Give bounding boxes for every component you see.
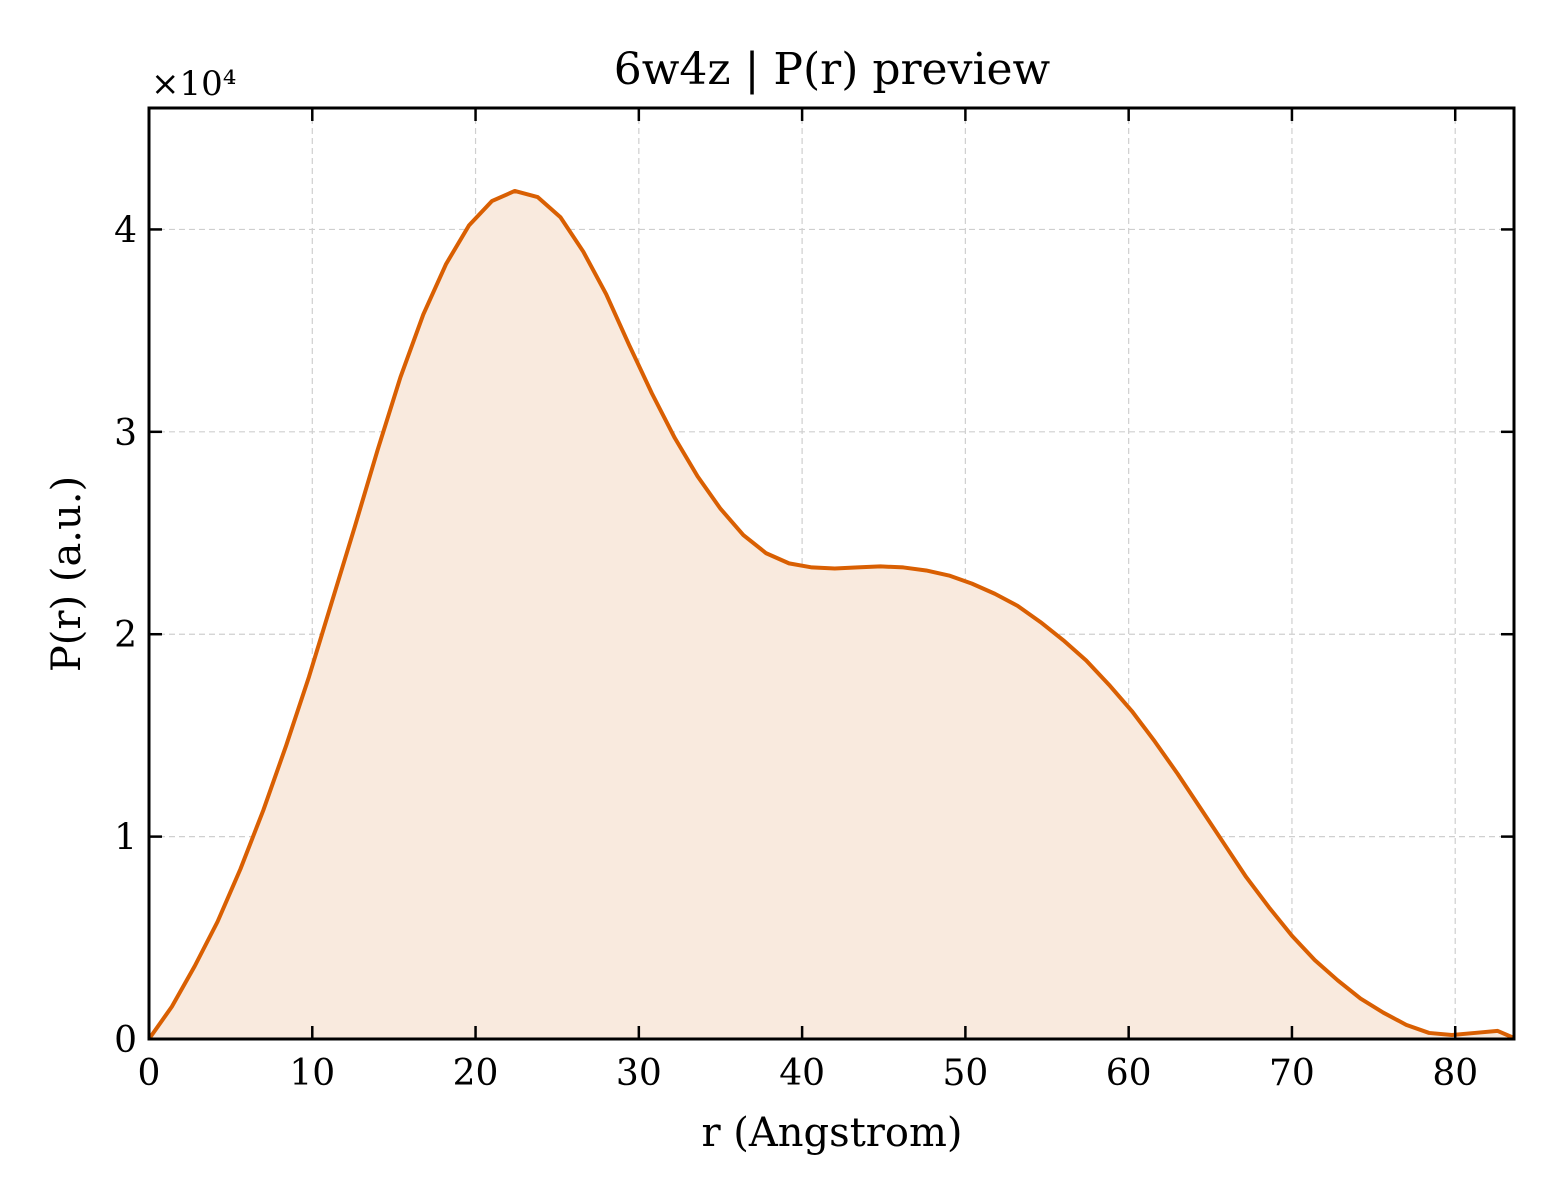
- axis-ticks: 0 10 20 30 40 50 60 70 80 0 1 2 3 4: [114, 108, 1514, 1094]
- y-axis-multiplier: ×10⁴: [151, 64, 236, 104]
- chart-title: 6w4z | P(r) preview: [614, 44, 1051, 95]
- x-tick-label: 60: [1106, 1053, 1152, 1094]
- plot-frame: [147, 106, 1516, 1041]
- x-tick-label: 80: [1432, 1053, 1478, 1094]
- pr-area-fill: [149, 190, 1514, 1040]
- y-tick-label: 0: [114, 1020, 137, 1061]
- x-tick-label: 50: [942, 1053, 988, 1094]
- x-tick-label: 10: [289, 1053, 335, 1094]
- y-tick-label: 4: [114, 210, 137, 251]
- x-tick-label: 30: [616, 1053, 662, 1094]
- pr-curve-line: [147, 188, 1515, 1041]
- x-tick-label: 0: [138, 1053, 161, 1094]
- y-tick-label: 1: [114, 818, 137, 859]
- x-axis-label: r (Angstrom): [701, 1110, 962, 1156]
- y-tick-label: 3: [114, 413, 137, 454]
- x-tick-label: 20: [453, 1053, 499, 1094]
- x-tick-label: 70: [1269, 1053, 1315, 1094]
- y-axis-label: P(r) (a.u.): [44, 476, 90, 672]
- x-tick-label: 40: [779, 1053, 825, 1094]
- y-tick-label: 2: [114, 615, 137, 656]
